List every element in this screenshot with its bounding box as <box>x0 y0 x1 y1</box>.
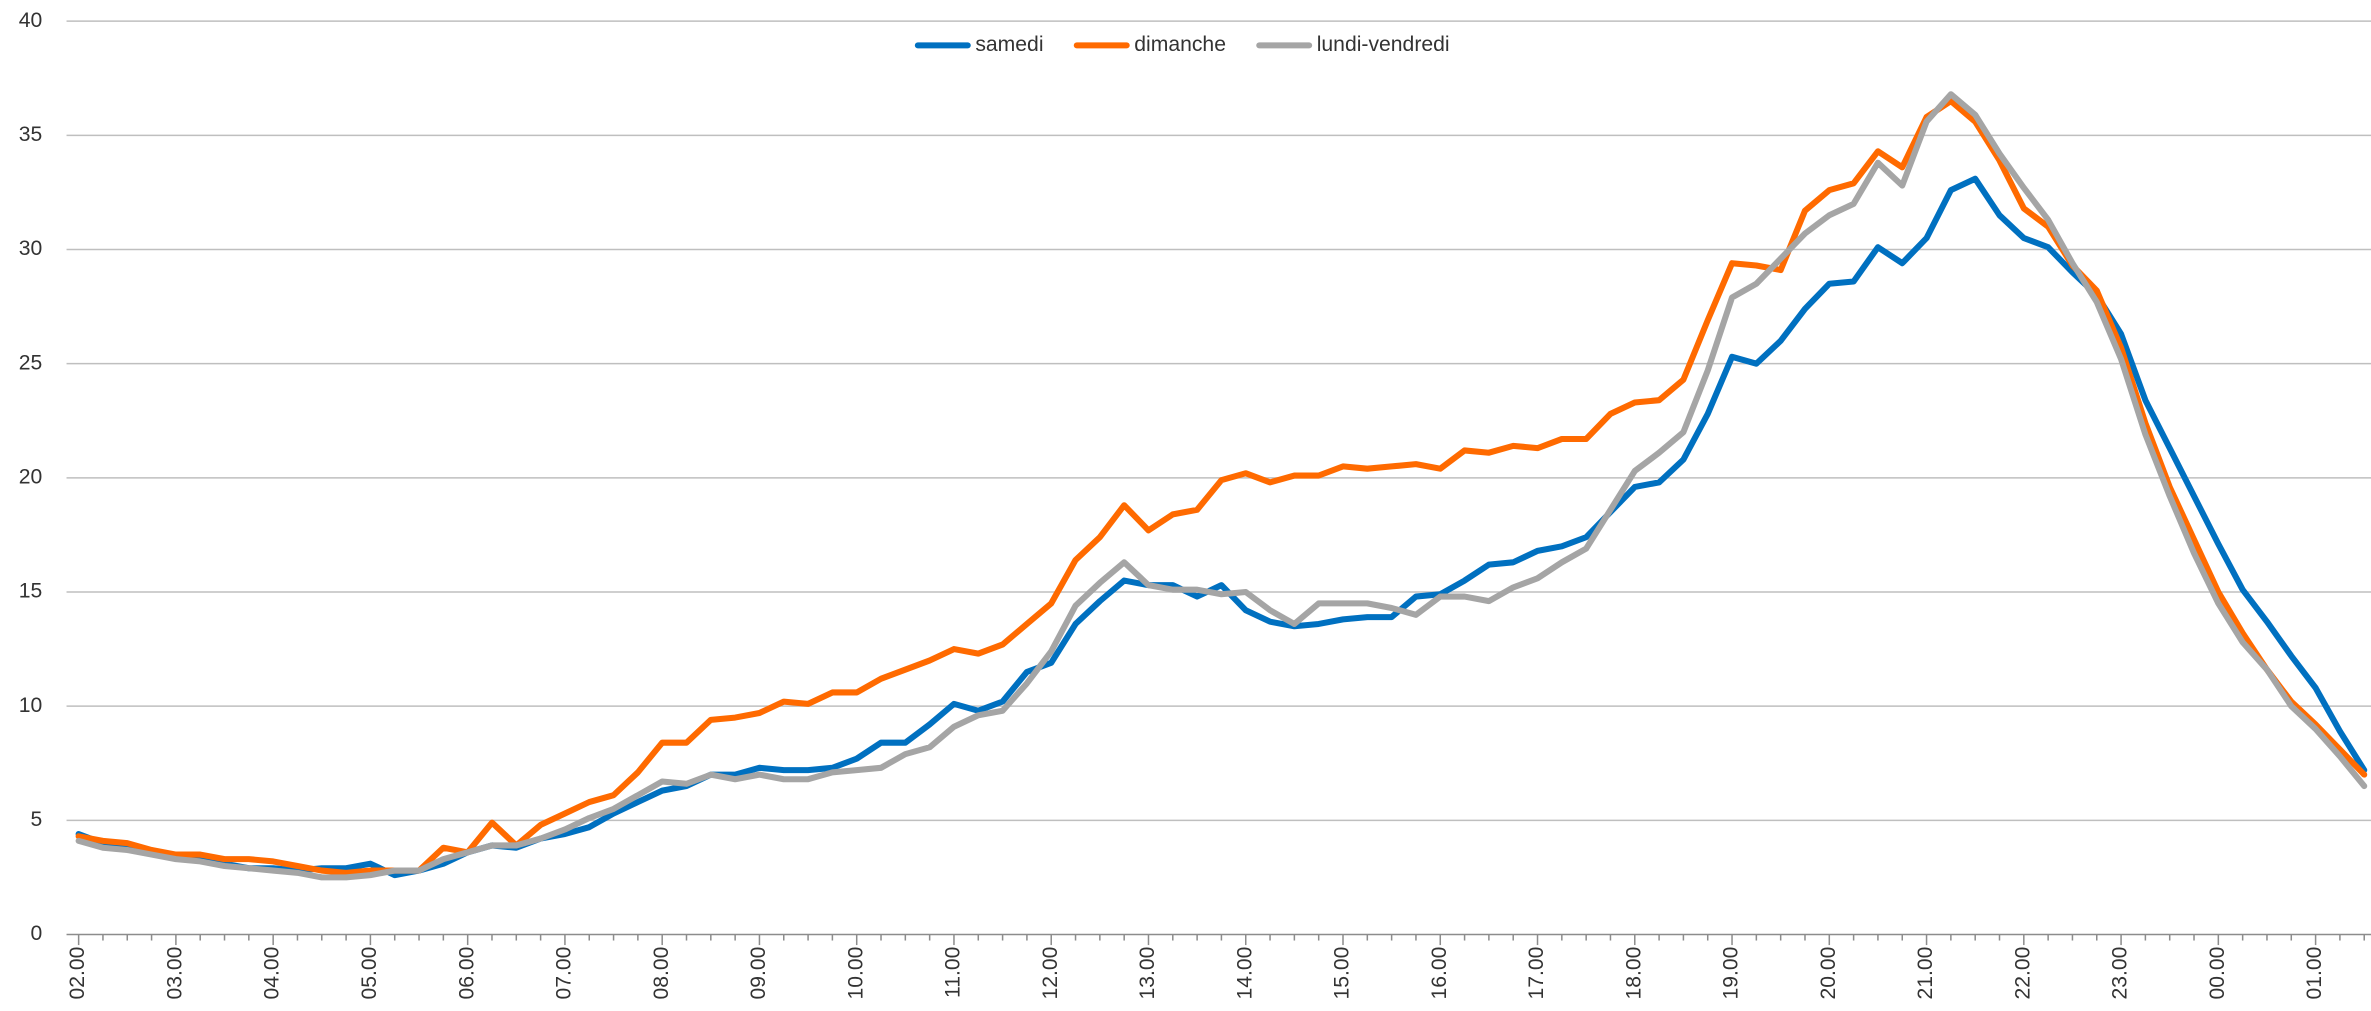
x-tick-label: 01.00 <box>2303 947 2326 1000</box>
x-tick-label: 12.00 <box>1039 947 1062 1000</box>
x-tick-label: 13.00 <box>1136 947 1159 1000</box>
x-tick-label: 06.00 <box>455 947 478 1000</box>
x-tick-label: 07.00 <box>553 947 576 1000</box>
y-tick-label: 10 <box>19 694 43 717</box>
y-tick-label: 5 <box>31 808 43 831</box>
y-tick-label: 25 <box>19 351 43 374</box>
x-tick-label: 10.00 <box>844 947 867 1000</box>
y-tick-label: 0 <box>31 922 43 945</box>
x-tick-label: 09.00 <box>747 947 770 1000</box>
x-tick-label: 19.00 <box>1720 947 1743 1000</box>
x-tick-label: 18.00 <box>1622 947 1645 1000</box>
y-tick-label: 20 <box>19 465 43 488</box>
x-tick-label: 17.00 <box>1525 947 1548 1000</box>
y-tick-label: 30 <box>19 237 43 260</box>
x-tick-label: 08.00 <box>650 947 673 1000</box>
legend-item: samedi <box>914 33 1044 56</box>
x-tick-label: 23.00 <box>2109 947 2132 1000</box>
y-tick-label: 15 <box>19 580 43 603</box>
x-tick-label: 11.00 <box>942 947 965 998</box>
series-line <box>75 91 2368 881</box>
x-tick-label: 14.00 <box>1233 947 1256 1000</box>
legend-label: samedi <box>975 33 1043 56</box>
legend-label: lundi-vendredi <box>1317 33 1450 56</box>
x-tick-label: 05.00 <box>358 947 381 1000</box>
y-tick-label: 35 <box>19 123 43 146</box>
x-tick-label: 03.00 <box>163 947 186 1000</box>
x-tick-label: 16.00 <box>1428 947 1451 1000</box>
x-tick-label: 02.00 <box>66 947 89 1000</box>
x-tick-label: 21.00 <box>1914 947 1937 1000</box>
x-tick-label: 22.00 <box>2011 947 2034 1000</box>
legend-label: dimanche <box>1134 33 1226 56</box>
series-line <box>75 98 2368 876</box>
legend-item: lundi-vendredi <box>1256 33 1450 56</box>
x-tick-label: 04.00 <box>261 947 284 1000</box>
x-tick-label: 00.00 <box>2206 947 2229 1000</box>
x-tick-label: 20.00 <box>1817 947 1840 1000</box>
y-tick-label: 40 <box>19 9 43 32</box>
x-tick-label: 15.00 <box>1331 947 1354 1000</box>
legend-item: dimanche <box>1073 33 1226 56</box>
series-line <box>75 175 2368 879</box>
